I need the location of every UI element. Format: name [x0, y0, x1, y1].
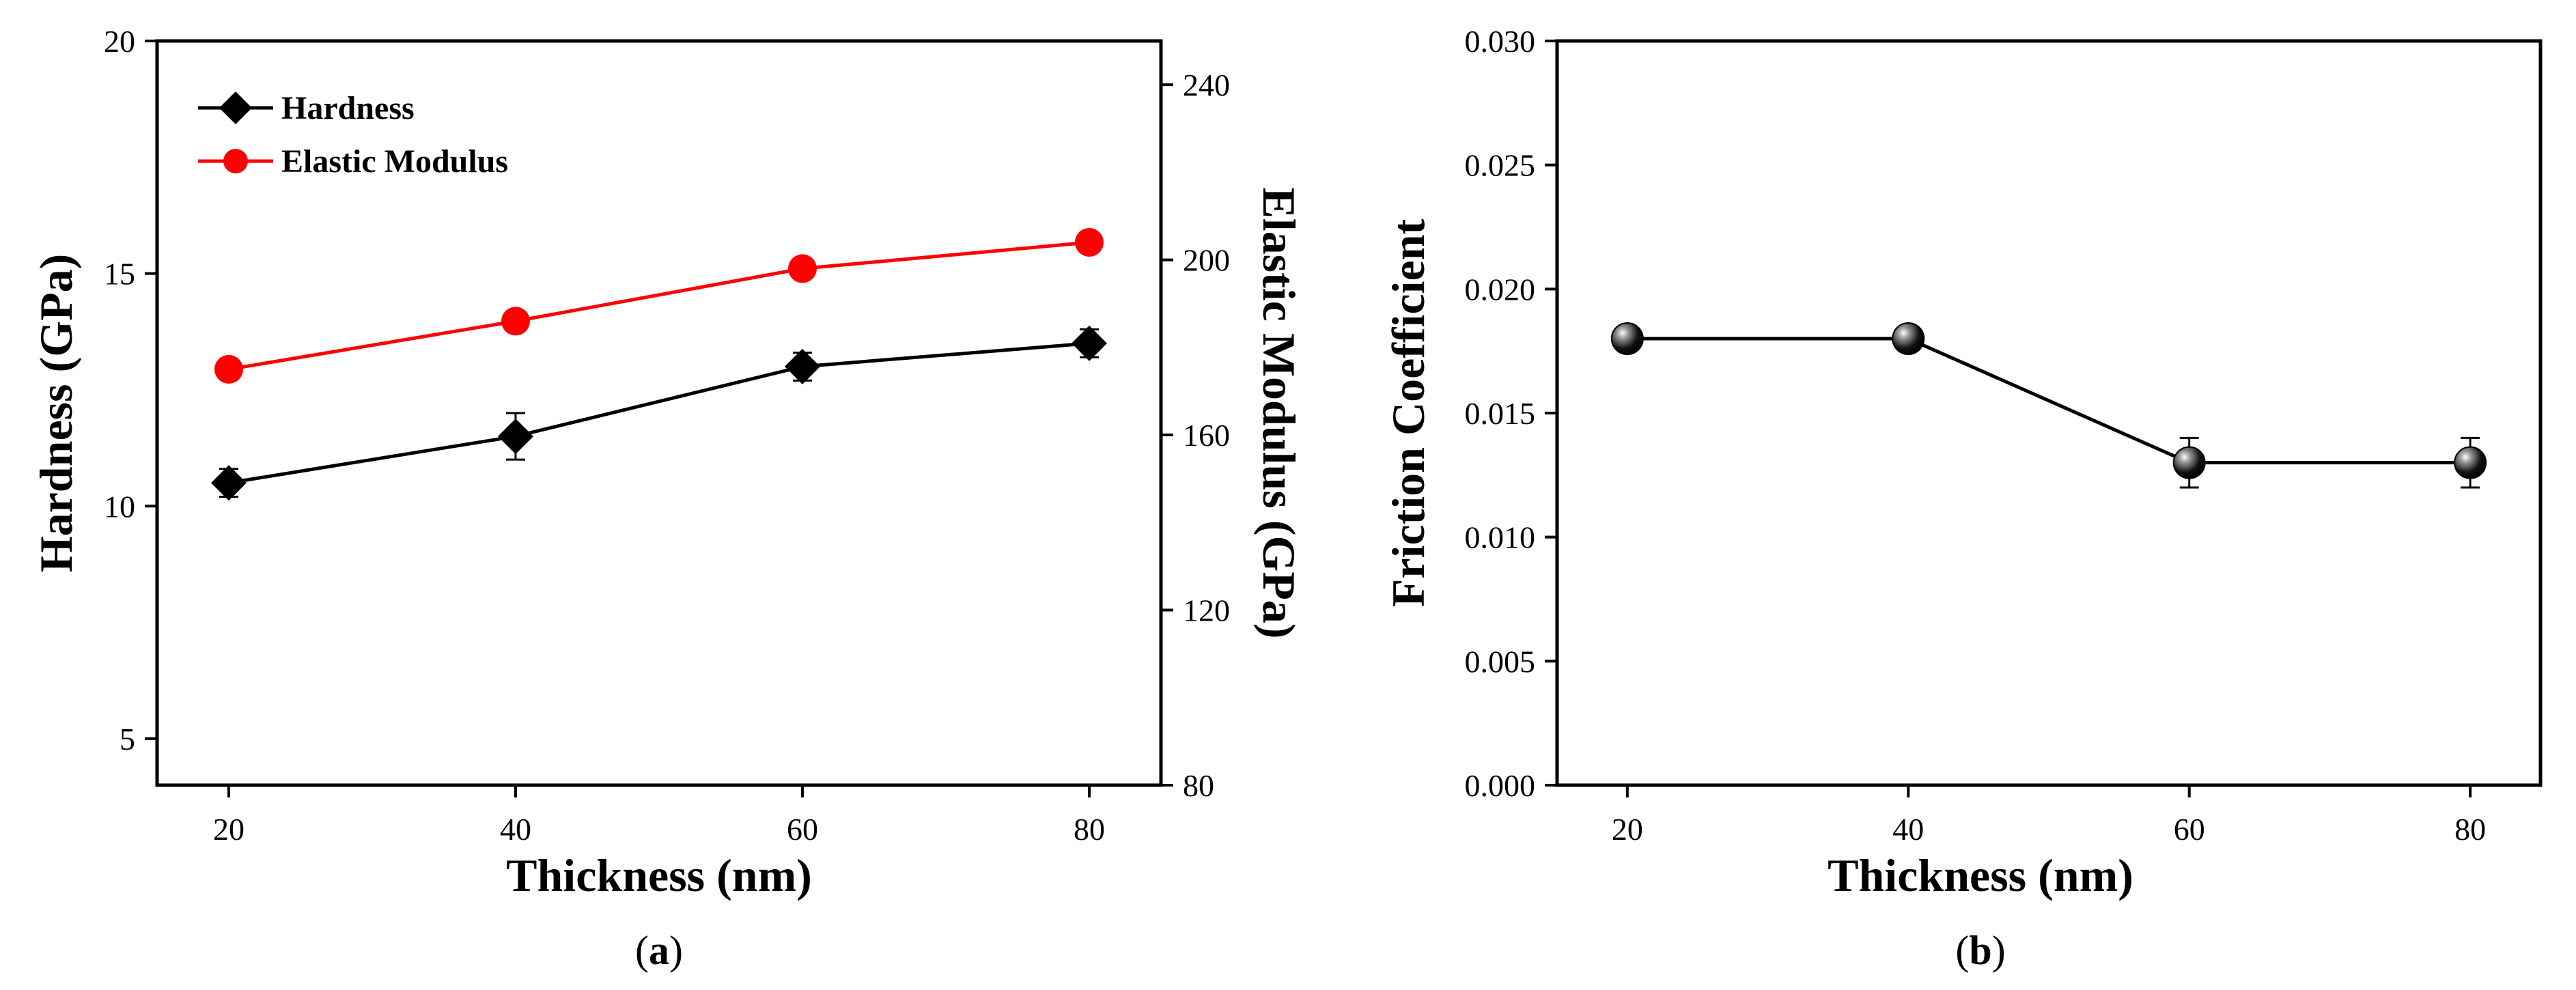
panel-a-y2-tick-label: 240	[1183, 68, 1230, 102]
panel-a-y-tick-label: 20	[104, 24, 135, 59]
panel-b-x-tick-label: 40	[1892, 812, 1924, 847]
panel-b-y-tick-label: 0.015	[1465, 396, 1536, 431]
panel-b-x-tick-label: 20	[1612, 812, 1643, 847]
panel-a-y2-tick-label: 80	[1183, 768, 1214, 803]
legend-hardness-label: Hardness	[281, 90, 415, 126]
panel-a-y-tick-label: 10	[104, 489, 135, 524]
panel-a-label: (a)	[635, 928, 683, 973]
panel-b-y-tick-label: 0.025	[1465, 148, 1536, 183]
panel-b-friction-coefficient-point	[2454, 446, 2487, 479]
legend-modulus-marker	[223, 149, 248, 173]
panel-a-x-tick-label: 20	[213, 812, 244, 847]
panel-a-hardness-point	[785, 348, 820, 384]
panel-a-x-tick-label: 80	[1074, 812, 1105, 847]
panel-a-hardness-point	[498, 419, 533, 455]
panel-b-label: (b)	[1955, 928, 2005, 973]
panel-a-legend: Hardness Elastic Modulus	[198, 90, 508, 180]
panel-b-friction-coefficient-line	[1627, 337, 2471, 465]
panel-b-series	[1610, 322, 2487, 489]
panel-a-hardness-line	[228, 341, 1090, 485]
panel-a: 20 40 60 80 5 10 15 20 80 120 160 200 240 Hardness…	[30, 24, 1305, 973]
panel-a-y-ticks: 5 10 15 20	[104, 24, 157, 756]
panel-a-x-tick-label: 60	[787, 812, 818, 847]
legend-hardness-marker	[219, 91, 252, 124]
panel-a-x-axis-title: Thickness (nm)	[506, 849, 812, 901]
panel-a-x-tick-label: 40	[500, 812, 531, 847]
panel-a-y2-ticks: 80 120 160 200 240	[1161, 68, 1230, 803]
panel-b-friction-coefficient-point	[1892, 322, 1925, 355]
panel-b-y-axis-title: Friction Coefficient	[1382, 218, 1434, 607]
panel-b-y-tick-label: 0.000	[1465, 768, 1536, 803]
panel-a-y-tick-label: 15	[104, 257, 135, 292]
panel-a-y-axis-title: Hardness (GPa)	[30, 254, 82, 573]
panel-a-y2-tick-label: 200	[1183, 243, 1230, 278]
panel-b-y-tick-label: 0.005	[1465, 644, 1536, 679]
panel-a-y2-axis-title: Elastic Modulus (GPa)	[1253, 187, 1305, 638]
panel-a-elastic-modulus-point	[501, 307, 530, 336]
panel-a-y2-tick-label: 160	[1183, 418, 1230, 453]
panel-b-y-tick-label: 0.020	[1465, 272, 1536, 307]
panel-a-y-tick-label: 5	[120, 722, 135, 756]
panel-b: 20 40 60 80 0.0000.0050.0100.0150.0200.0250…	[1382, 24, 2543, 973]
panel-a-elastic-modulus-point	[1075, 227, 1104, 257]
panel-b-friction-coefficient-point	[1610, 322, 1644, 355]
panel-a-elastic-modulus-point	[788, 254, 817, 283]
panel-b-y-tick-label: 0.010	[1465, 520, 1536, 555]
panel-b-frame	[1555, 39, 2543, 787]
panel-b-x-tick-label: 80	[2454, 812, 2486, 847]
panel-b-x-tick-label: 60	[2174, 812, 2205, 847]
panel-a-x-ticks: 20 40 60 80	[213, 785, 1105, 847]
panel-a-elastic-modulus-line	[228, 240, 1090, 371]
panel-b-y-ticks: 0.000 0.005 0.010 0.015 0.020 0.025 0.030	[1465, 24, 1557, 803]
panel-b-x-axis-title: Thickness (nm)	[1828, 849, 2133, 901]
panel-a-y2-tick-label: 120	[1183, 593, 1230, 628]
panel-a-hardness-point	[211, 465, 247, 501]
panel-a-series	[211, 227, 1107, 501]
panel-b-friction-coefficient-point	[2172, 446, 2206, 479]
panel-a-frame	[155, 39, 1163, 787]
panel-a-elastic-modulus-point	[214, 354, 243, 384]
panel-b-x-ticks: 20 40 60 80	[1612, 785, 2486, 847]
panel-a-hardness-point	[1072, 325, 1107, 361]
legend-modulus-label: Elastic Modulus	[281, 143, 508, 180]
panel-b-y-tick-label: 0.030	[1465, 24, 1536, 59]
